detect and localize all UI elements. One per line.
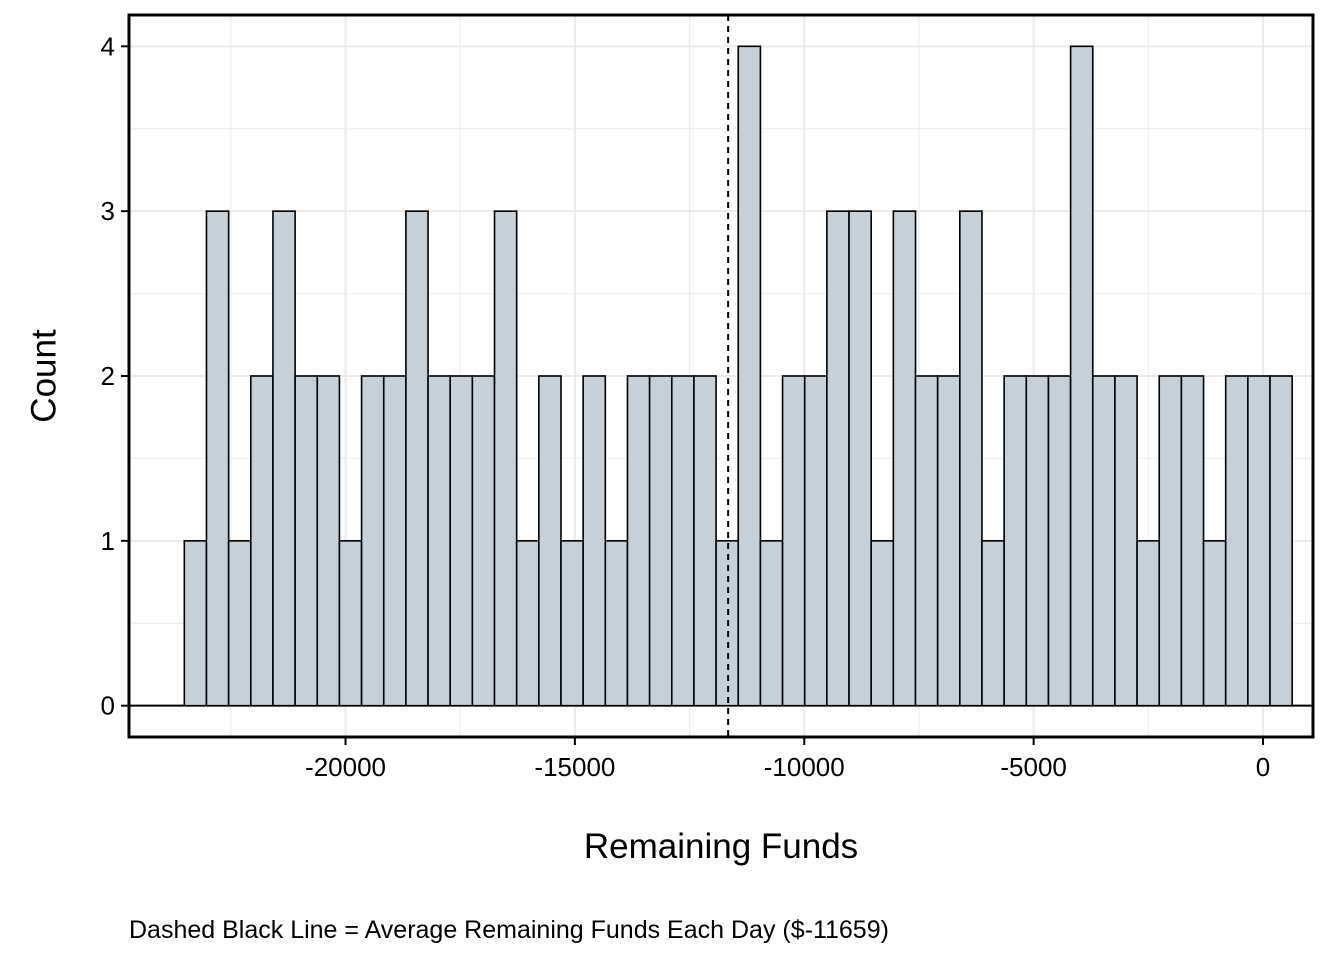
y-tick-label: 1 — [101, 526, 115, 556]
histogram-bar — [1136, 540, 1161, 707]
histogram-bar — [892, 210, 917, 707]
histogram-bar — [294, 375, 319, 707]
histogram-bar — [1247, 375, 1271, 707]
y-axis-label: Count — [24, 329, 63, 423]
histogram-bar — [1224, 375, 1249, 707]
histogram-bar — [493, 210, 518, 707]
histogram-bar — [338, 540, 363, 707]
histogram-bar — [848, 210, 872, 707]
histogram-bar — [471, 375, 496, 707]
histogram-bar — [803, 375, 828, 707]
histogram-bar — [316, 375, 341, 707]
histogram-bar — [826, 210, 850, 707]
histogram-bar — [1091, 375, 1116, 707]
histogram-bar — [405, 210, 429, 707]
histogram-bar — [449, 375, 474, 707]
x-tick-label: -10000 — [764, 752, 845, 782]
histogram-bar — [382, 375, 407, 707]
x-axis-label: Remaining Funds — [584, 827, 858, 866]
histogram-bar — [870, 540, 895, 707]
histogram-bar — [781, 375, 806, 707]
histogram-bar — [959, 210, 983, 707]
histogram-bar — [914, 375, 939, 707]
x-axis-ticks: -20000 -15000 -10000 -5000 0 — [305, 737, 1270, 782]
histogram-bar — [1025, 375, 1050, 707]
histogram-bar — [227, 540, 252, 707]
histogram-bar — [183, 540, 208, 707]
histogram-bar — [360, 375, 385, 707]
histogram-bar — [1114, 375, 1138, 707]
histogram-bar — [648, 375, 673, 707]
histogram-bars — [183, 45, 1293, 707]
x-tick-label: -15000 — [534, 752, 615, 782]
caption-note: Dashed Black Line = Average Remaining Fu… — [129, 916, 889, 944]
y-tick-label: 0 — [101, 691, 115, 721]
histogram-bar — [272, 210, 296, 707]
y-tick-label: 3 — [101, 196, 115, 226]
histogram-bar — [249, 375, 274, 707]
histogram-bar — [1202, 540, 1227, 707]
histogram-bar — [1069, 45, 1094, 707]
histogram-bar — [582, 375, 607, 707]
y-tick-label: 4 — [101, 31, 115, 61]
histogram-bar — [759, 540, 784, 707]
x-tick-label: -20000 — [305, 752, 386, 782]
histogram-bar — [538, 375, 562, 707]
histogram-bar — [981, 540, 1005, 707]
x-tick-label: -5000 — [1000, 752, 1067, 782]
histogram-bar — [670, 375, 695, 707]
histogram-bar — [1158, 375, 1183, 707]
y-axis-ticks: 0 1 2 3 4 — [101, 31, 129, 721]
x-tick-label: 0 — [1256, 752, 1270, 782]
histogram-bar — [1003, 375, 1028, 707]
histogram-bar — [604, 540, 629, 707]
y-tick-label: 2 — [101, 361, 115, 391]
histogram-bar — [205, 210, 230, 707]
histogram-bar — [626, 375, 651, 707]
histogram-bar — [693, 375, 717, 707]
histogram-bar — [1180, 375, 1205, 707]
histogram-bar — [1269, 375, 1293, 707]
histogram-bar — [515, 540, 540, 707]
histogram-bar — [560, 540, 584, 707]
histogram-bar — [936, 375, 961, 707]
histogram-bar — [737, 45, 762, 707]
histogram-bar — [1047, 375, 1072, 707]
histogram-bar — [427, 375, 452, 707]
